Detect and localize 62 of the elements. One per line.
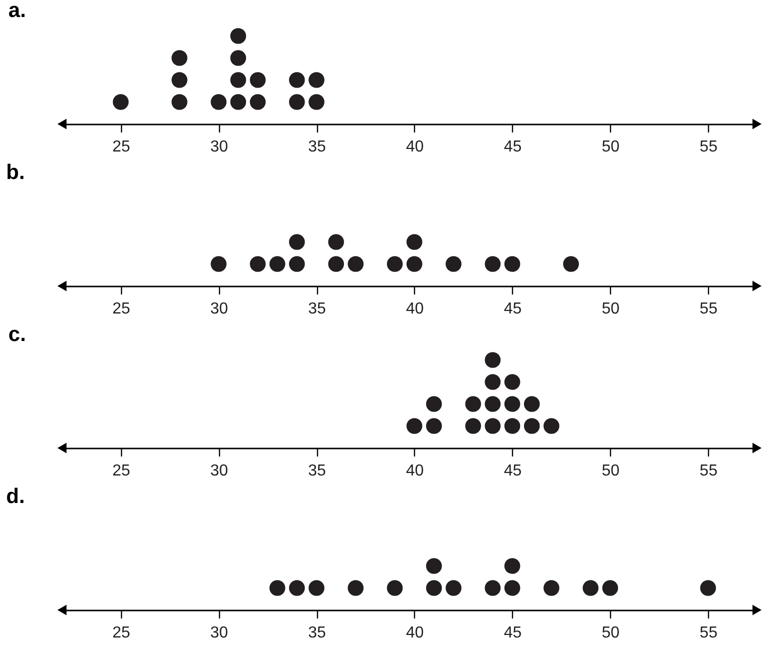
point xyxy=(426,396,442,412)
point xyxy=(289,94,305,110)
x-tick-label: 30 xyxy=(210,624,228,642)
point xyxy=(484,374,501,390)
point xyxy=(484,418,501,434)
x-tick-label: 25 xyxy=(112,624,130,642)
point xyxy=(465,418,482,434)
point xyxy=(406,418,422,434)
x-tick-label: 35 xyxy=(308,624,326,642)
x-tick-label: 40 xyxy=(406,138,424,156)
point xyxy=(504,374,520,390)
x-tick-label: 30 xyxy=(210,300,228,318)
x-tick-label: 55 xyxy=(700,462,718,480)
point xyxy=(250,72,266,88)
point xyxy=(465,396,482,412)
point xyxy=(504,396,520,412)
point xyxy=(426,418,442,434)
x-tick-label: 50 xyxy=(602,624,620,642)
chart-title: a. xyxy=(8,0,26,22)
x-tick-label: 50 xyxy=(602,300,620,318)
x-tick-label: 25 xyxy=(112,138,130,156)
x-tick-label: 25 xyxy=(112,462,130,480)
x-tick-label: 45 xyxy=(504,300,522,318)
x-tick-label: 50 xyxy=(602,138,620,156)
point xyxy=(524,396,540,412)
x-tick-label: 45 xyxy=(504,138,522,156)
chart-title: d. xyxy=(6,485,25,508)
point xyxy=(112,94,129,110)
x-tick-label: 55 xyxy=(700,138,718,156)
point xyxy=(289,72,305,88)
point xyxy=(172,50,188,66)
x-tick-label: 30 xyxy=(210,138,228,156)
x-tick-label: 35 xyxy=(308,138,326,156)
point xyxy=(484,352,501,368)
point xyxy=(172,94,188,110)
point xyxy=(230,50,246,66)
point xyxy=(544,418,560,434)
point xyxy=(308,94,324,110)
x-tick-label: 55 xyxy=(700,300,718,318)
chart-title: b. xyxy=(6,161,25,184)
x-tick-label: 35 xyxy=(308,462,326,480)
x-tick-label: 55 xyxy=(700,624,718,642)
point xyxy=(308,72,324,88)
x-tick-label: 35 xyxy=(308,300,326,318)
point xyxy=(230,72,246,88)
point xyxy=(484,396,501,412)
point xyxy=(524,418,540,434)
point xyxy=(230,94,246,110)
x-tick-label: 30 xyxy=(210,462,228,480)
x-tick-label: 40 xyxy=(406,462,424,480)
point xyxy=(172,72,188,88)
x-tick-label: 40 xyxy=(406,300,424,318)
point xyxy=(504,418,520,434)
x-tick-label: 50 xyxy=(602,462,620,480)
point xyxy=(230,28,246,44)
x-tick-label: 40 xyxy=(406,624,424,642)
point xyxy=(210,94,227,110)
x-tick-label: 45 xyxy=(504,462,522,480)
x-tick-label: 45 xyxy=(504,624,522,642)
x-tick-label: 25 xyxy=(112,300,130,318)
chart-title: c. xyxy=(8,323,26,346)
point xyxy=(250,94,266,110)
